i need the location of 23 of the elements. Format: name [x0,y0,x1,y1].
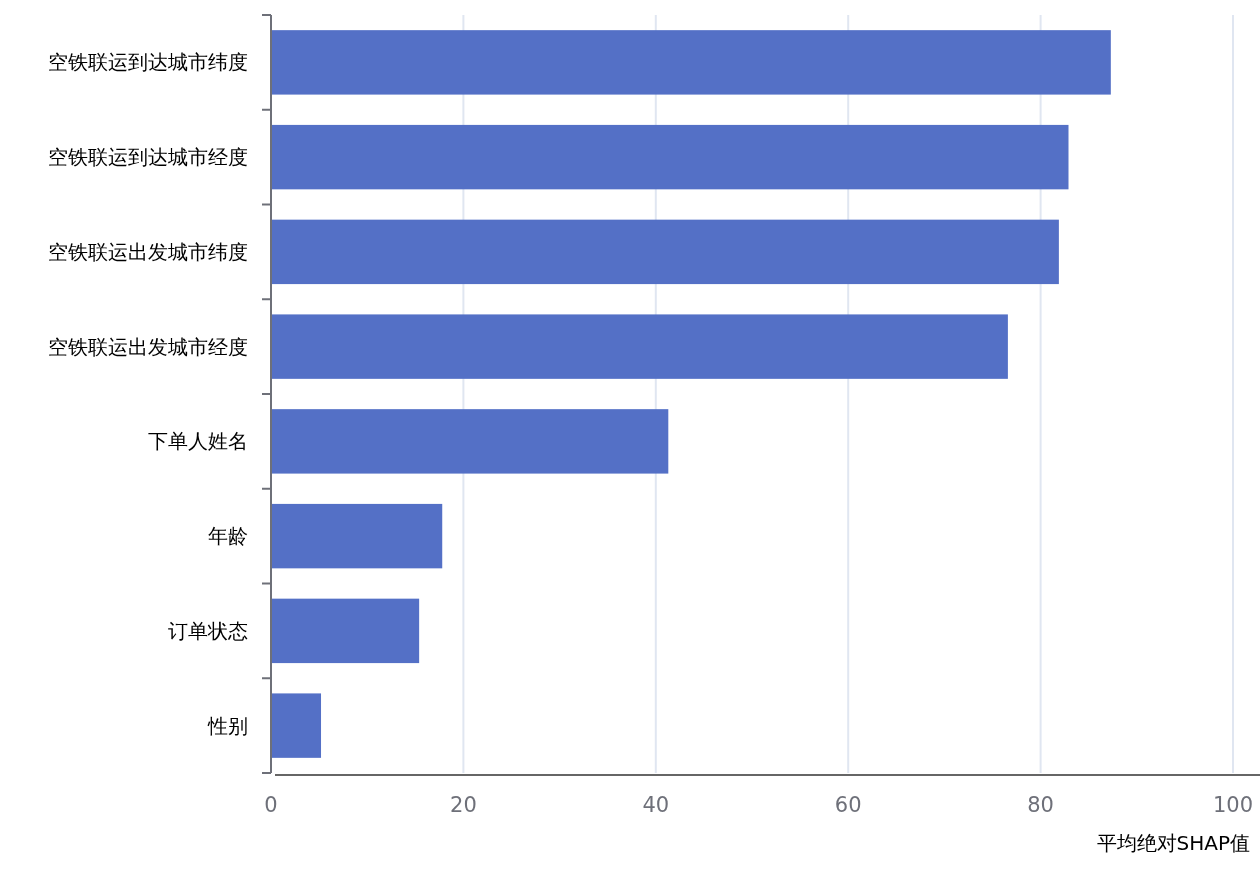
bar [271,409,669,474]
y-tick-label: 空铁联运出发城市经度 [48,334,248,359]
x-tick-label: 0 [264,793,278,817]
y-tick-label: 年龄 [208,524,248,549]
x-tick-label: 80 [1027,793,1054,817]
y-tick-label: 空铁联运出发城市纬度 [48,239,248,264]
y-tick-label: 下单人姓名 [148,429,248,454]
x-tick-label: 100 [1212,793,1254,817]
y-tick-label: 订单状态 [168,618,248,643]
x-tick-label: 60 [834,793,862,817]
y-tick-label: 空铁联运到达城市经度 [48,145,248,170]
x-tick-label: 40 [642,793,670,817]
bar [271,314,1008,379]
bar [271,30,1111,95]
bar [271,219,1059,285]
y-tick-label: 空铁联运到达城市纬度 [48,50,248,75]
x-tick-label: 20 [450,793,477,817]
bar [271,693,322,758]
bar [271,598,420,664]
x-axis-title: 平均绝对SHAP值 [1096,831,1250,855]
y-tick-label: 性别 [207,713,248,738]
bar [271,124,1069,190]
bar [271,503,443,569]
